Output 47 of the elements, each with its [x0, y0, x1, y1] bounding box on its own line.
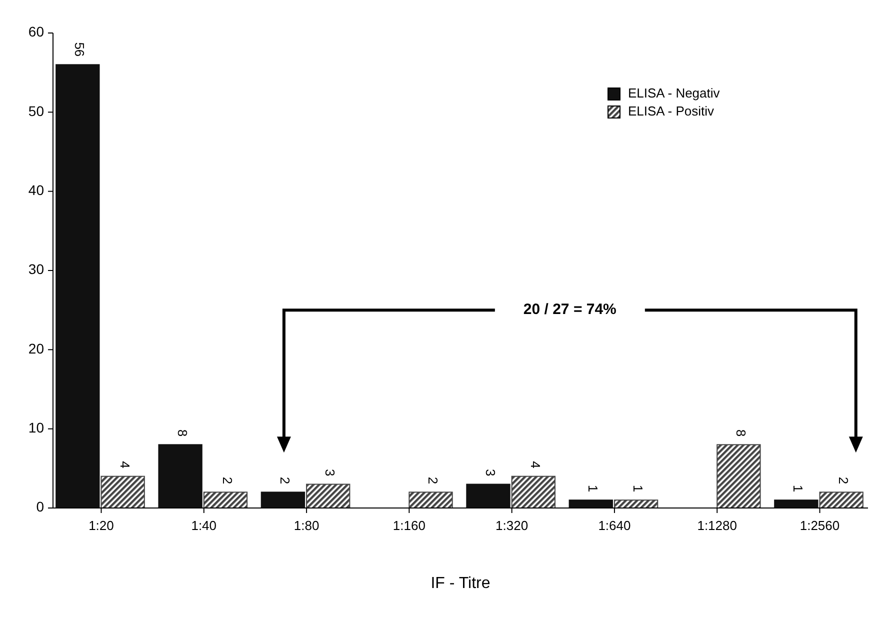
bar [511, 476, 556, 508]
y-tick-label: 0 [36, 498, 44, 515]
data-label: 1 [585, 484, 600, 492]
bar [408, 492, 453, 508]
bar [819, 492, 864, 508]
x-tick-label: 1:40 [191, 518, 217, 533]
x-tick-label: 1:160 [392, 518, 426, 533]
x-tick-label: 1:20 [88, 518, 114, 533]
data-label: 56 [72, 42, 88, 57]
bar [466, 484, 510, 508]
data-label: 1 [630, 484, 646, 492]
y-tick-label: 40 [28, 182, 44, 198]
bar [56, 64, 100, 508]
bar [260, 492, 306, 508]
data-label: 2 [425, 476, 440, 484]
data-label: 2 [278, 476, 293, 484]
bar [203, 492, 248, 508]
data-label: 1 [790, 484, 806, 492]
bar [100, 476, 145, 508]
bar [614, 500, 658, 508]
x-tick-label: 1:2560 [800, 518, 840, 533]
x-tick-label: 1:80 [294, 518, 320, 533]
annotation: 20 / 27 = 74% [523, 301, 616, 318]
legend-label: ELISA - Negativ [628, 85, 720, 100]
data-label: 8 [733, 429, 748, 437]
x-axis-title: IF - Titre [430, 575, 490, 592]
y-tick-label: 50 [28, 102, 44, 119]
data-label: 4 [117, 461, 132, 468]
data-label: 2 [836, 476, 851, 484]
legend-label: ELISA - Positiv [628, 103, 714, 118]
x-tick-label: 1:640 [598, 518, 631, 533]
bar [716, 444, 761, 508]
data-label: 2 [220, 476, 236, 484]
data-label: 3 [482, 469, 498, 476]
bar [774, 500, 818, 508]
data-label: 8 [174, 429, 190, 437]
bar [306, 484, 350, 508]
y-tick-label: 30 [28, 261, 44, 278]
bar [158, 444, 202, 508]
data-label: 3 [322, 469, 338, 476]
y-tick-label: 10 [28, 420, 44, 436]
bar [568, 500, 613, 508]
x-tick-label: 1:320 [496, 518, 528, 533]
y-tick-label: 60 [28, 24, 44, 40]
x-tick-label: 1:1280 [697, 518, 737, 533]
y-tick-label: 20 [28, 340, 44, 356]
data-label: 4 [528, 461, 543, 468]
